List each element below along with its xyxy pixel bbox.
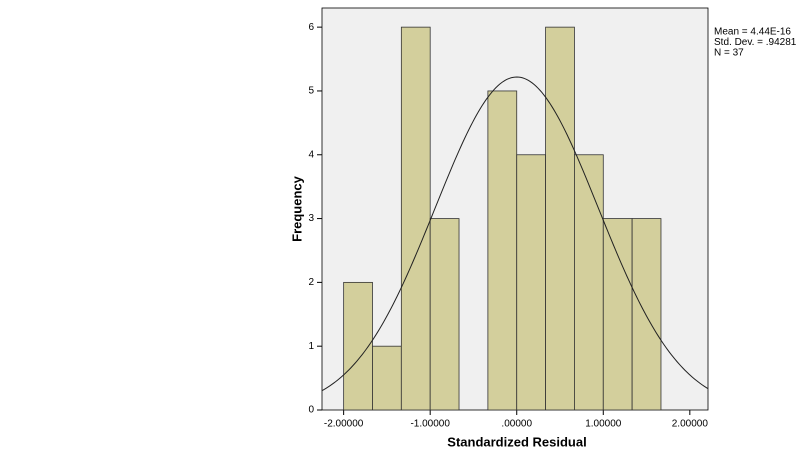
bar (487, 90, 518, 411)
bar (602, 218, 633, 411)
y-tick-label: 2 (308, 277, 314, 288)
bar (516, 154, 546, 411)
normal-curve (321, 76, 709, 392)
bar (400, 26, 431, 411)
x-tick-label: -2.00000 (324, 419, 364, 430)
bar (372, 345, 402, 411)
y-tick-label: 1 (308, 341, 314, 352)
bar (343, 281, 373, 411)
y-tick-label: 3 (308, 213, 314, 224)
stat-label: Mean = 4.44E-16 (714, 27, 791, 38)
x-tick-label: 1.00000 (585, 419, 622, 430)
y-tick-label: 6 (308, 22, 314, 33)
x-tick-label: 2.00000 (672, 419, 709, 430)
bar (545, 26, 575, 411)
y-tick-label: 5 (308, 86, 314, 97)
y-tick-label: 4 (308, 149, 314, 160)
x-tick-label: -1.00000 (410, 419, 450, 430)
stat-label: N = 37 (714, 48, 744, 59)
y-axis-label: Frequency (289, 175, 304, 242)
bar (631, 218, 662, 411)
bar (574, 154, 604, 411)
x-tick-label: .00000 (501, 419, 532, 430)
stat-label: Std. Dev. = .94281 (714, 37, 797, 48)
bar (429, 218, 460, 411)
y-tick-label: 0 (308, 405, 314, 416)
x-axis-label: Standardized Residual (447, 434, 586, 449)
